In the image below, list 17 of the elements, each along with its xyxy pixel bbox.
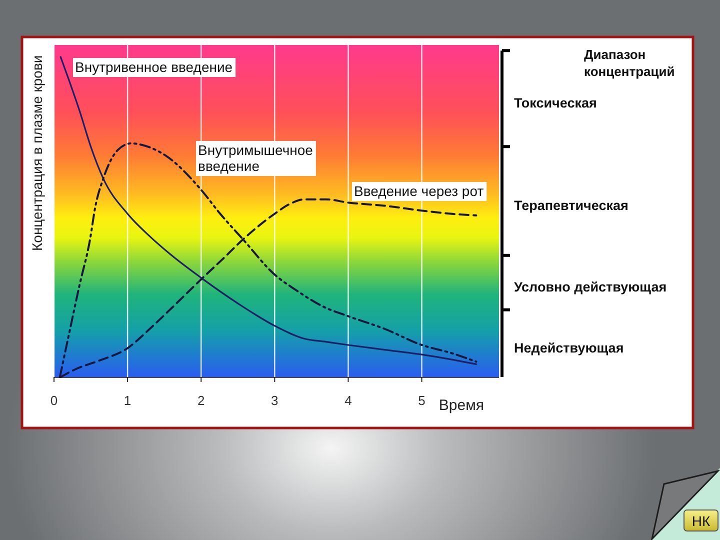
- x-tick-label: 5: [418, 393, 426, 408]
- x-tick-label: 3: [271, 393, 278, 408]
- x-tick-label: 1: [124, 393, 132, 408]
- band-label: Токсическая: [514, 96, 597, 111]
- y-axis-title: Концентрация в плазме крови: [29, 55, 45, 251]
- text: Диапазон концентраций: [584, 47, 675, 79]
- series-label: Внутривенное введение: [75, 59, 233, 75]
- x-tick-label: 4: [344, 393, 352, 408]
- band-label: Недействующая: [514, 340, 624, 356]
- series-label: Внутримышечное введение: [198, 142, 314, 174]
- text: НК: [692, 513, 711, 529]
- x-tick-label: 0: [50, 393, 58, 408]
- band-label: Условно действующая: [514, 280, 667, 295]
- series-label: Введение через рот: [354, 183, 484, 199]
- x-tick-label: 2: [197, 393, 205, 408]
- band-label: Терапевтическая: [514, 198, 628, 213]
- x-axis-title: Время: [438, 397, 484, 414]
